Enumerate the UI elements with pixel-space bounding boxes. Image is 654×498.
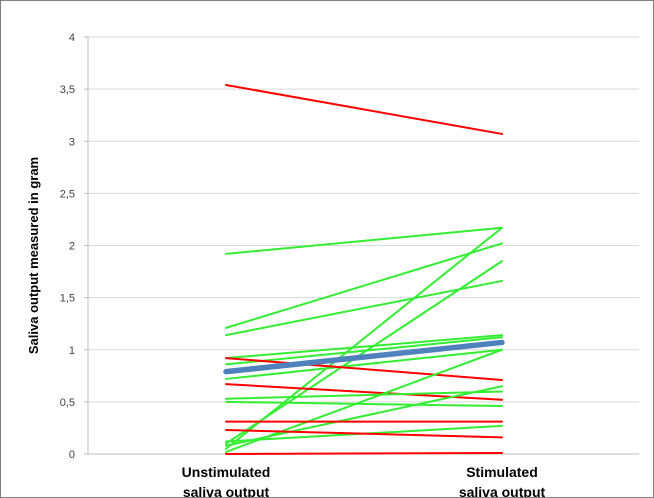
y-tick-label: 3,5 [60,84,75,96]
y-tick-label: 3 [69,136,75,148]
series-line-5 [225,226,503,450]
series-line-10 [225,357,503,381]
series-lines [223,83,505,455]
y-tick-label: 1 [69,345,75,357]
x-category-label: Unstimulated saliva output [182,464,271,497]
series-line-8 [225,336,503,366]
series-line-12 [225,390,503,400]
category-labels: Unstimulated saliva output Stimulated saliv… [182,464,546,497]
y-tick-label: 0,5 [60,397,75,409]
series-line-15 [225,348,503,453]
series-line-7 [225,334,503,360]
series-line-19 [225,451,503,455]
mean-series-line [223,339,505,375]
y-tick-label: 0 [69,449,75,461]
y-tick-label: 2,5 [60,188,75,200]
series-line-6 [225,260,503,445]
x-category-label: Stimulated saliva output [459,464,546,497]
y-axis-title: Saliva output measured in gram [26,157,41,354]
series-line-18 [225,429,503,439]
y-tick-label: 1,5 [60,293,75,305]
series-line-3 [225,242,503,329]
series-line-4 [225,279,503,337]
gridlines [88,36,639,403]
series-line-2 [225,226,503,255]
y-tick-label: 2 [69,241,75,253]
series-line-1 [225,83,503,135]
series-line-9 [225,348,503,380]
series-line-13 [225,400,503,408]
y-tick-labels: 0 0,5 1 1,5 2 2,5 3 3,5 4 [60,32,75,461]
y-tick-label: 4 [69,32,75,44]
series-line-11 [225,383,503,401]
